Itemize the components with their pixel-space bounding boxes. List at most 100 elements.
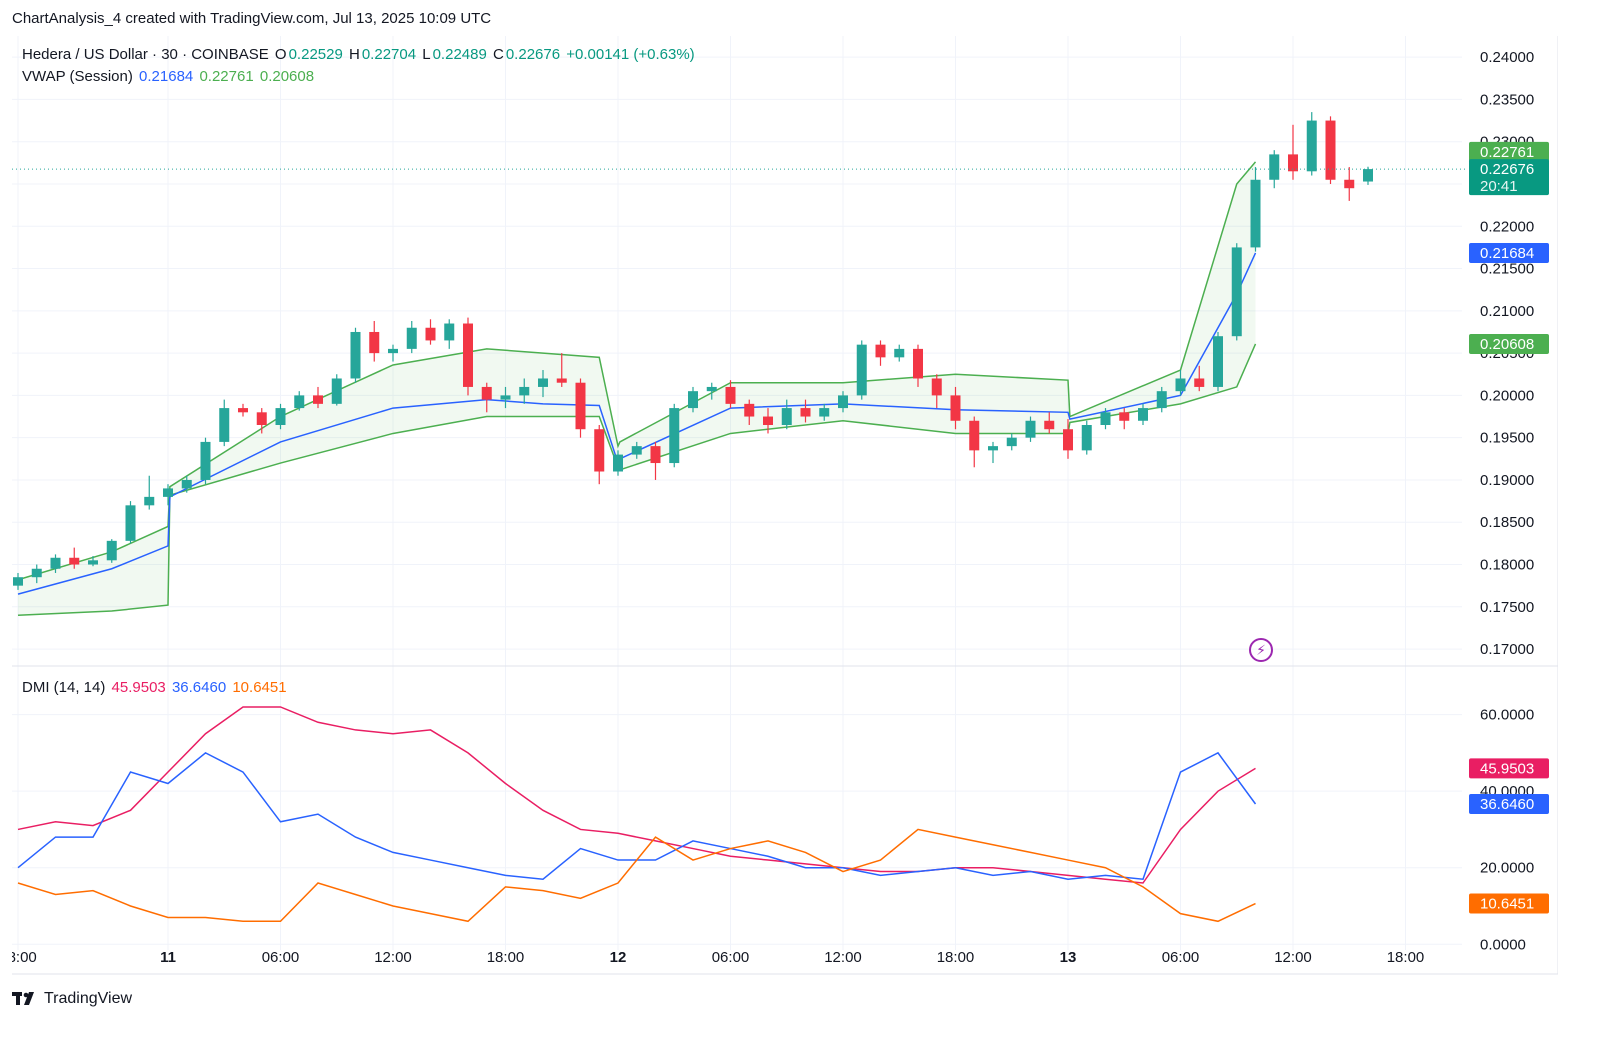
candle-body xyxy=(1194,378,1205,387)
open-label: O xyxy=(274,46,287,63)
candle-body xyxy=(1175,378,1186,392)
candle-body xyxy=(594,429,605,472)
dmi-layer xyxy=(17,706,1257,923)
price-legend: Hedera / US Dollar · 30 · COINBASE O 0.22… xyxy=(22,46,697,63)
low-value: 0.22489 xyxy=(432,46,487,63)
adx-value: 45.9503 xyxy=(111,679,166,696)
vwap-label: VWAP (Session) xyxy=(22,68,133,85)
vwap-upper-badge-text: 0.22761 xyxy=(1480,144,1534,161)
tradingview-mark-icon xyxy=(12,992,34,1005)
candle-body xyxy=(538,378,548,387)
candle-body xyxy=(481,386,492,400)
x-tick-label: 06:00 xyxy=(262,949,300,966)
candle-body xyxy=(1119,412,1130,421)
candle-body xyxy=(388,348,398,354)
vwap-upper-value: 0.22761 xyxy=(199,68,254,85)
vwap-upper-badge-bg xyxy=(1469,141,1549,162)
price-tick-label: 0.19000 xyxy=(1480,472,1534,489)
open-value: 0.22529 xyxy=(288,46,343,63)
candle-body xyxy=(969,420,980,451)
x-tick-label: 13 xyxy=(1060,949,1077,966)
tradingview-logo[interactable]: TradingView xyxy=(12,990,132,1008)
candle-body xyxy=(894,348,905,358)
candle-body xyxy=(219,408,230,442)
brand-label: TradingView xyxy=(44,990,133,1007)
plus-di-value: 36.6460 xyxy=(171,679,227,696)
vwap-mid-value: 0.21684 xyxy=(139,68,194,85)
vwap-band-fill xyxy=(18,161,1256,616)
candle-body xyxy=(331,378,342,404)
price-tick-label: 0.22000 xyxy=(1480,218,1534,235)
lightning-icon[interactable]: ⚡ xyxy=(1249,638,1273,662)
vwap-lower-badge-bg xyxy=(1469,333,1549,354)
candle-body xyxy=(500,395,511,400)
candle-body xyxy=(725,386,736,404)
price-tick-label: 0.24000 xyxy=(1480,49,1534,66)
price-tick-label: 0.17500 xyxy=(1480,599,1534,616)
minus-di-badge-bg xyxy=(1469,893,1549,914)
candle-body xyxy=(313,395,323,404)
candle-body xyxy=(256,412,267,425)
candle-body xyxy=(163,488,173,497)
x-tick-label: 12:00 xyxy=(374,949,412,966)
candle-body xyxy=(819,408,830,417)
vwap-layer xyxy=(17,161,1257,617)
candle-body xyxy=(781,408,792,425)
candle-body xyxy=(50,557,61,569)
high-label: H xyxy=(349,46,360,63)
price-tick-label: 0.17000 xyxy=(1480,641,1534,658)
candle-body xyxy=(69,557,80,565)
price-tick-label: 0.23500 xyxy=(1480,91,1534,108)
candle-body xyxy=(1138,408,1148,421)
candle-body xyxy=(744,403,755,417)
price-tick-label: 0.20000 xyxy=(1480,387,1534,404)
candle-body xyxy=(13,577,23,586)
plus-di-badge-text: 36.6460 xyxy=(1480,796,1534,813)
minus-di-badge-text: 10.6451 xyxy=(1480,896,1534,913)
candle-body xyxy=(800,408,811,417)
dmi-tick-label: 0.0000 xyxy=(1480,936,1526,953)
candle-body xyxy=(613,454,623,472)
candle-body xyxy=(31,568,42,578)
x-tick-label: 18:00 xyxy=(487,949,525,966)
vwap-mid-badge-bg xyxy=(1469,242,1549,263)
candle-body xyxy=(913,348,923,379)
candle-body xyxy=(294,395,305,409)
candle-body xyxy=(181,479,192,489)
adx-badge-text: 45.9503 xyxy=(1480,760,1534,777)
candle-body xyxy=(763,416,773,425)
candle-body xyxy=(1006,437,1017,447)
adx-badge-bg xyxy=(1469,758,1549,779)
candle-body xyxy=(1250,179,1261,248)
dmi-legend: DMI (14, 14) 45.9503 36.6460 10.6451 xyxy=(22,679,289,696)
candle-body xyxy=(1081,424,1092,451)
candle-body xyxy=(875,344,886,358)
candle-body xyxy=(1306,120,1317,172)
dmi-tick-label: 60.0000 xyxy=(1480,707,1534,724)
candle-body xyxy=(88,560,98,565)
candle-body xyxy=(1325,120,1336,180)
candle-body xyxy=(238,408,248,413)
close-price-badge-bg xyxy=(1469,159,1549,196)
candle-body xyxy=(425,327,436,341)
candle-body xyxy=(1063,429,1073,451)
x-tick-label: 12:00 xyxy=(1274,949,1312,966)
vwap-upper-line xyxy=(17,161,1257,581)
candle-body xyxy=(575,382,586,430)
candle-body xyxy=(950,395,961,421)
vwap-lower-badge-text: 0.20608 xyxy=(1480,336,1534,353)
x-tick-label: 18:00 xyxy=(937,949,975,966)
candle-body xyxy=(1269,154,1280,180)
candle-body xyxy=(1213,336,1223,387)
candle-body xyxy=(838,395,848,409)
candle-body xyxy=(650,446,661,464)
chart-canvas[interactable]: 18:00 11 06:00 12:00 18:00 12 06:00 12:00 18:00 1… xyxy=(12,36,1558,996)
x-tick-label: 12 xyxy=(610,949,627,966)
price-tick-label: 0.21500 xyxy=(1480,261,1534,278)
x-tick-label: 06:00 xyxy=(712,949,750,966)
candle-body xyxy=(1344,179,1355,189)
low-label: L xyxy=(422,46,431,63)
candle-body xyxy=(1363,169,1373,182)
price-tick-label: 0.18000 xyxy=(1480,557,1534,574)
